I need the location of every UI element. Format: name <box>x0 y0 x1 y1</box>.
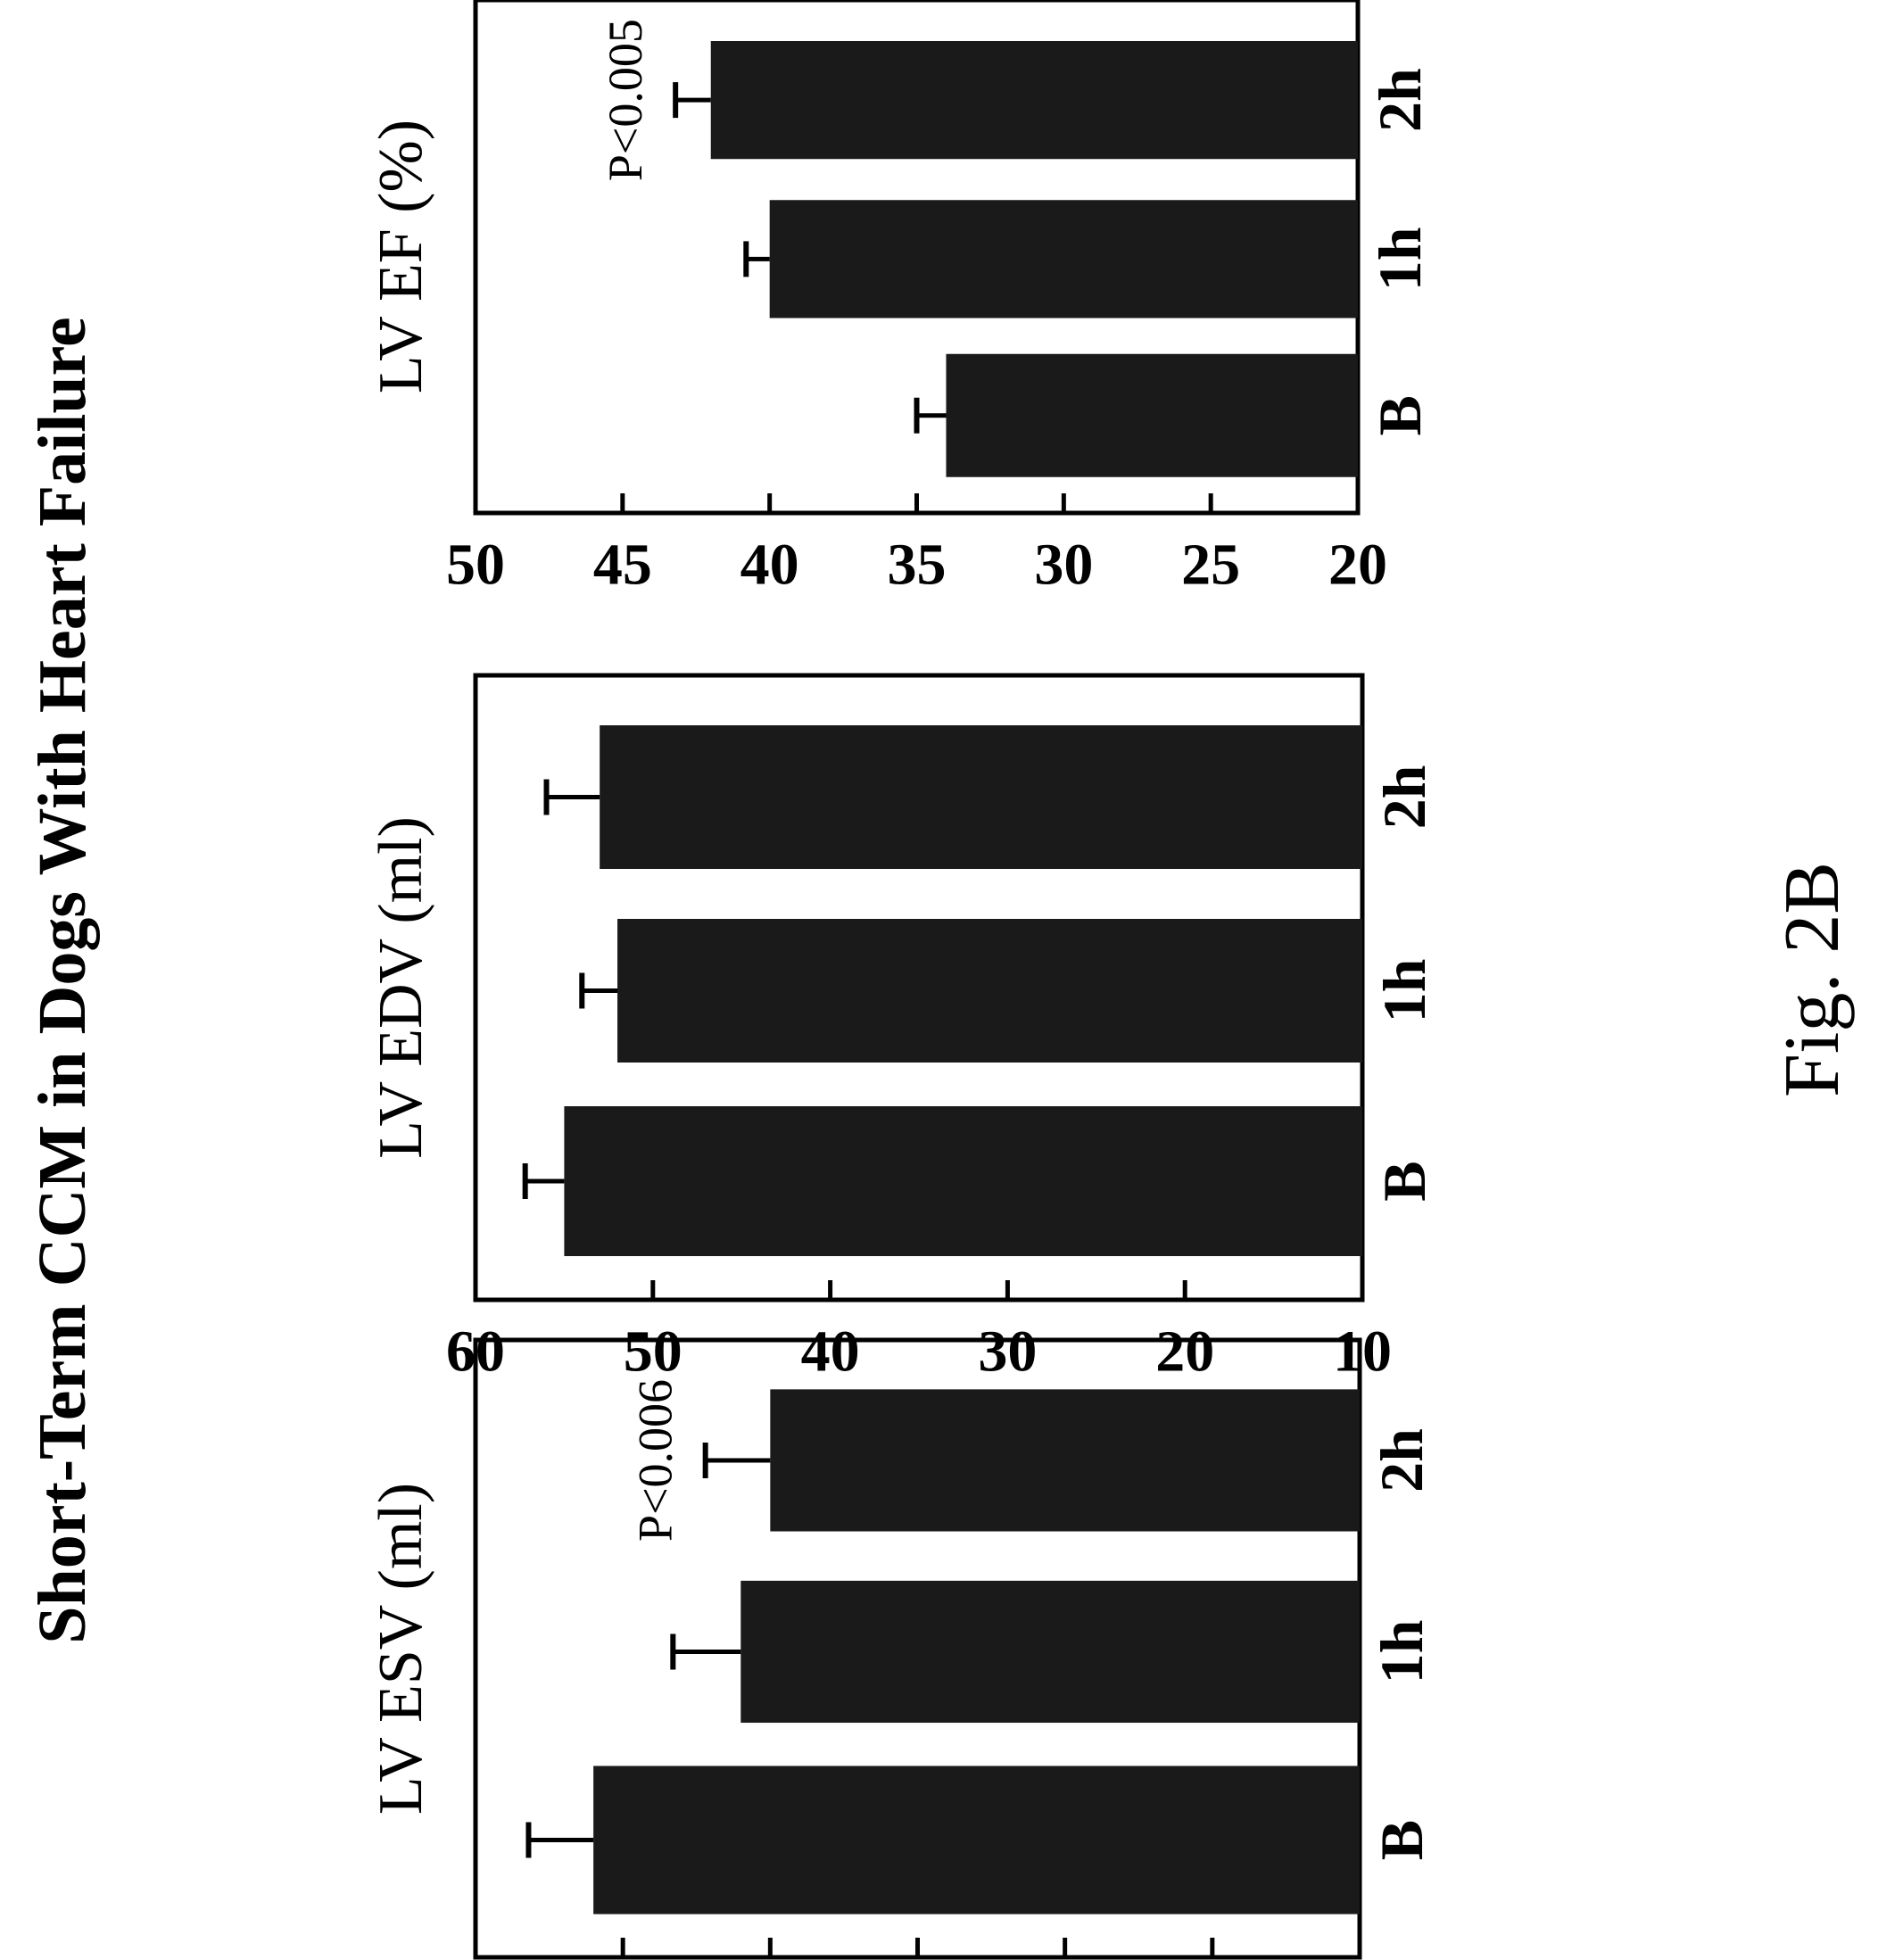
y-tick-label: 20 <box>1155 1319 1214 1385</box>
bar-1h <box>769 200 1358 318</box>
chart-title: LV ESV (ml) <box>367 1483 435 1815</box>
y-tick-label: 30 <box>1034 533 1093 598</box>
bar-2h <box>770 1389 1360 1532</box>
y-tick-label: 50 <box>446 533 505 598</box>
y-tick-label: 60 <box>446 1319 505 1385</box>
category-label: B <box>1366 395 1434 435</box>
bar-2h <box>600 725 1362 869</box>
chart-panels: LV ESV (ml)10152025303540B1h2hP<0.006LV … <box>367 0 1438 1960</box>
chart-panel-3: LV EF (%) 20 25 30 35 40 45 50 B 1h 2h P<0.005 <box>367 0 1434 598</box>
y-tick-label: 40 <box>740 533 799 598</box>
bar-1h <box>617 919 1362 1063</box>
bar-B <box>946 353 1358 477</box>
bar-1h <box>740 1580 1360 1724</box>
bar-B <box>593 1766 1360 1915</box>
chart-panel-2: LV EDV (ml) 10 20 30 40 50 60 B 1h 2h <box>367 673 1438 1385</box>
category-label: B <box>1368 1820 1435 1860</box>
p-value-annotation: P<0.006 <box>629 1379 683 1542</box>
y-tick-label: 40 <box>801 1319 860 1385</box>
category-label: 1h <box>1368 1620 1435 1684</box>
chart-panel-1: LV ESV (ml)10152025303540B1h2hP<0.006 <box>367 1337 1435 1960</box>
y-tick-label: 20 <box>1328 533 1387 598</box>
y-tick-label: 45 <box>593 533 652 598</box>
p-value-annotation: P<0.005 <box>599 19 652 181</box>
bar-2h <box>710 41 1358 160</box>
rotated-figure: Short-Term CCM in Dogs With Heart Failur… <box>25 0 1438 1960</box>
category-label: 1h <box>1366 227 1434 291</box>
y-tick-label: 30 <box>978 1319 1037 1385</box>
figure-caption: Fig. 2B <box>1769 862 1856 1097</box>
chart-title: LV EDV (ml) <box>367 816 435 1159</box>
caption-group: Fig. 2B <box>1769 862 1856 1097</box>
category-label: B <box>1370 1161 1438 1201</box>
category-label: 2h <box>1370 765 1438 830</box>
bar-B <box>564 1106 1362 1256</box>
y-tick-label: 35 <box>888 533 947 598</box>
y-tick-label: 25 <box>1181 533 1240 598</box>
y-tick-label: 10 <box>1333 1319 1392 1385</box>
figure-title: Short-Term CCM in Dogs With Heart Failur… <box>25 317 100 1644</box>
category-label: 2h <box>1368 1428 1435 1493</box>
chart-title: LV EF (%) <box>367 120 435 393</box>
category-label: 2h <box>1366 68 1434 132</box>
category-label: 1h <box>1370 959 1438 1023</box>
y-tick-label: 50 <box>624 1319 683 1385</box>
